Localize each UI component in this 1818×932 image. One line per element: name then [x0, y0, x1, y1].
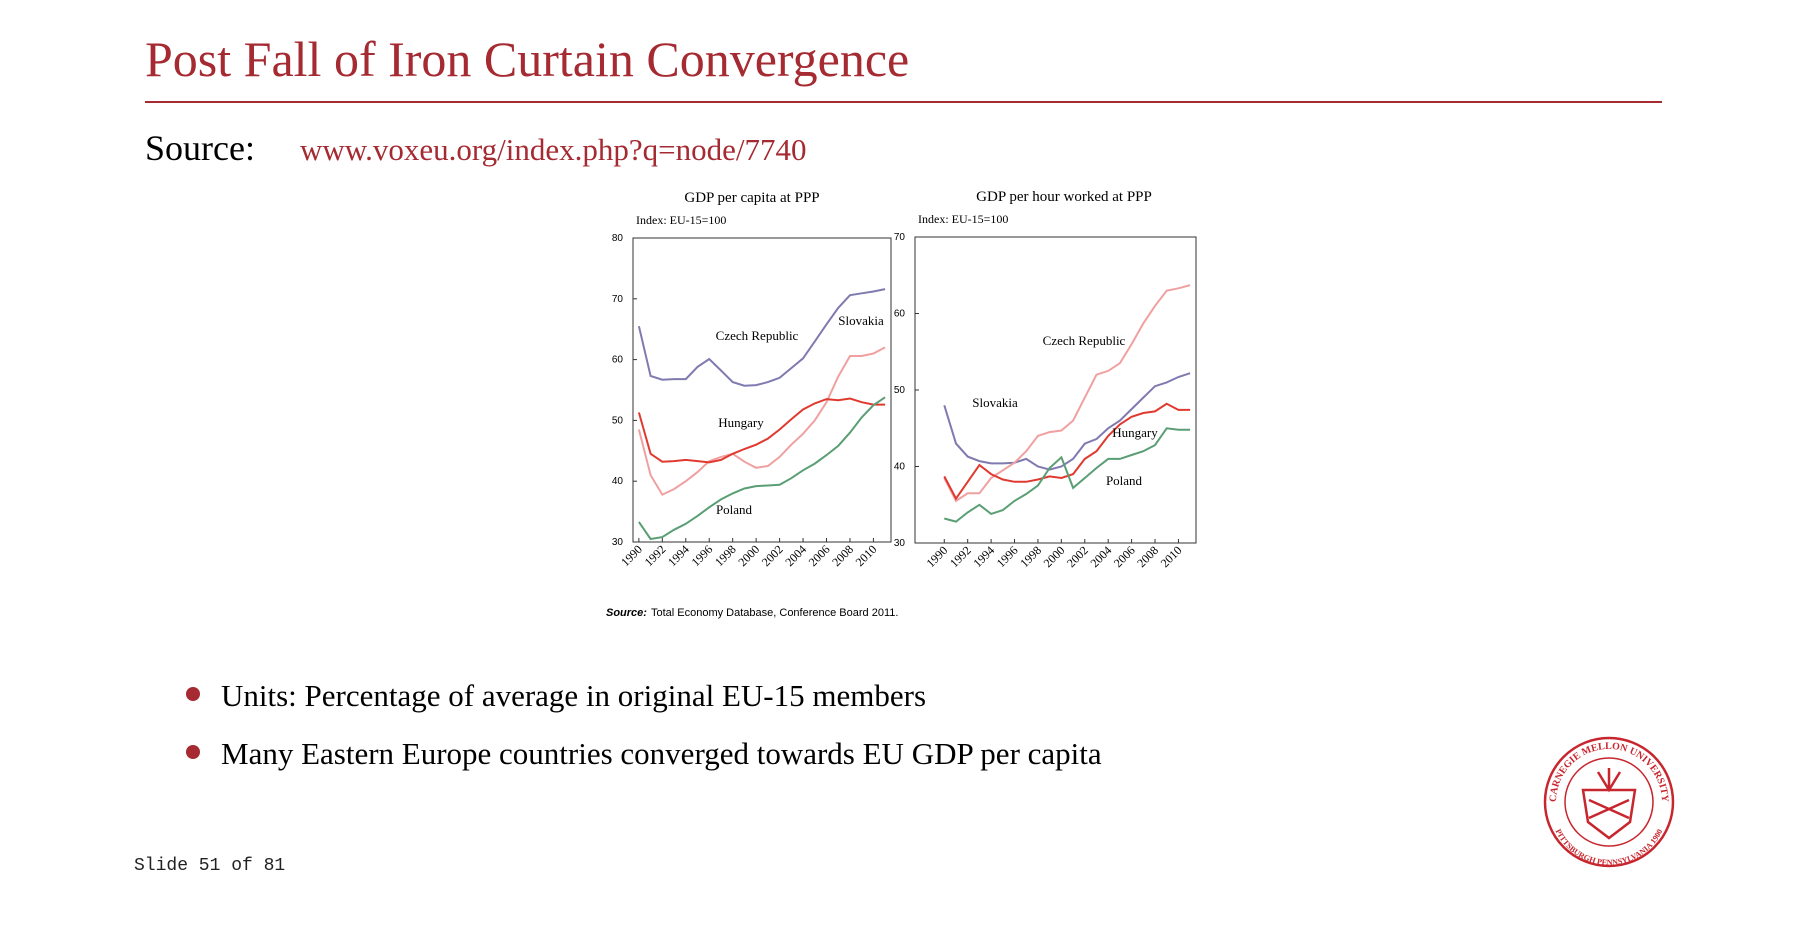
y-tick-label: 40	[612, 476, 624, 487]
x-tick-label: 1992	[947, 543, 974, 570]
series-label: Hungary	[718, 415, 764, 430]
logo-text: PITTSBURGH PENNSYLVANIA 1900	[1554, 828, 1665, 867]
chart-title: GDP per capita at PPP	[684, 190, 819, 206]
x-tick-label: 2008	[1134, 543, 1161, 570]
x-tick-label: 1996	[994, 543, 1021, 570]
series-label: Czech Republic	[716, 328, 799, 343]
series-line	[944, 427, 1191, 523]
series-line	[637, 397, 886, 464]
y-tick-label: 80	[612, 233, 624, 244]
logo-bottom: PITTSBURGH PENNSYLVANIA 1900	[1554, 828, 1665, 867]
source-label: Source:	[145, 128, 255, 168]
x-tick-label: 2004	[1087, 543, 1114, 570]
y-tick-label: 30	[612, 537, 624, 548]
series-label: Poland	[1106, 473, 1143, 488]
plot-frame	[632, 237, 892, 543]
x-tick-label: 1994	[970, 543, 997, 570]
x-tick-label: 2000	[1041, 543, 1068, 570]
series-label: Slovakia	[972, 395, 1018, 410]
series-line	[943, 402, 1191, 501]
x-tick-label: 2010	[853, 542, 880, 569]
series-line	[637, 288, 886, 387]
series-line	[637, 346, 886, 496]
x-tick-label: 1994	[665, 542, 692, 569]
x-tick-label: 2008	[829, 542, 856, 569]
logo: CARNEGIE MELLON UNIVERSITY PITTSBURGH PE…	[1543, 736, 1675, 868]
y-tick-label: 70	[894, 232, 906, 243]
x-tick-label: 1998	[712, 542, 739, 569]
y-tick-label: 60	[612, 355, 624, 366]
slide-title: Post Fall of Iron Curtain Convergence	[145, 31, 909, 87]
x-tick-label: 1996	[688, 542, 715, 569]
slide-number: Slide 51 of 81	[134, 856, 285, 876]
series-label: Slovakia	[838, 313, 884, 328]
x-tick-label: 2010	[1158, 543, 1185, 570]
bullet: Many Eastern Europe countries converged …	[221, 736, 1102, 771]
series-label: Czech Republic	[1043, 333, 1126, 348]
x-tick-label: 2002	[759, 542, 786, 569]
x-tick-label: 2002	[1064, 543, 1091, 570]
y-tick-label: 30	[894, 538, 906, 549]
bullet-dot	[186, 745, 200, 759]
series-label: Poland	[716, 502, 753, 517]
y-tick-label: 70	[612, 294, 624, 305]
source-link[interactable]: www.voxeu.org/index.php?q=node/7740	[300, 132, 807, 167]
y-tick-label: 60	[894, 309, 906, 320]
x-tick-label: 1990	[924, 543, 951, 570]
y-tick-label: 50	[894, 385, 906, 396]
chart-source-label: Source:	[606, 607, 647, 619]
logo-inner-ring	[1564, 757, 1654, 847]
x-tick-label: 1992	[642, 542, 669, 569]
x-tick-label: 2006	[806, 542, 833, 569]
chart-subtitle: Index: EU-15=100	[636, 213, 726, 227]
logo-emblem	[1581, 768, 1637, 840]
bullet-dot	[186, 687, 200, 701]
x-tick-label: 1998	[1017, 543, 1044, 570]
logo-ring	[1543, 736, 1675, 868]
chart-title: GDP per hour worked at PPP	[976, 189, 1152, 205]
series-line	[943, 284, 1191, 503]
y-tick-label: 40	[894, 462, 906, 473]
series-line	[638, 396, 886, 541]
chart-subtitle: Index: EU-15=100	[918, 212, 1008, 226]
x-tick-label: 2004	[782, 542, 809, 569]
chart-source-text: Total Economy Database, Conference Board…	[651, 607, 898, 619]
y-tick-label: 50	[612, 415, 624, 426]
x-tick-label: 2006	[1111, 543, 1138, 570]
bullet: Units: Percentage of average in original…	[221, 678, 926, 713]
x-tick-label: 2000	[735, 542, 762, 569]
chart-source: Source: Total Economy Database, Conferenc…	[606, 607, 898, 619]
series-label: Hungary	[1112, 425, 1158, 440]
series-line	[943, 372, 1191, 471]
